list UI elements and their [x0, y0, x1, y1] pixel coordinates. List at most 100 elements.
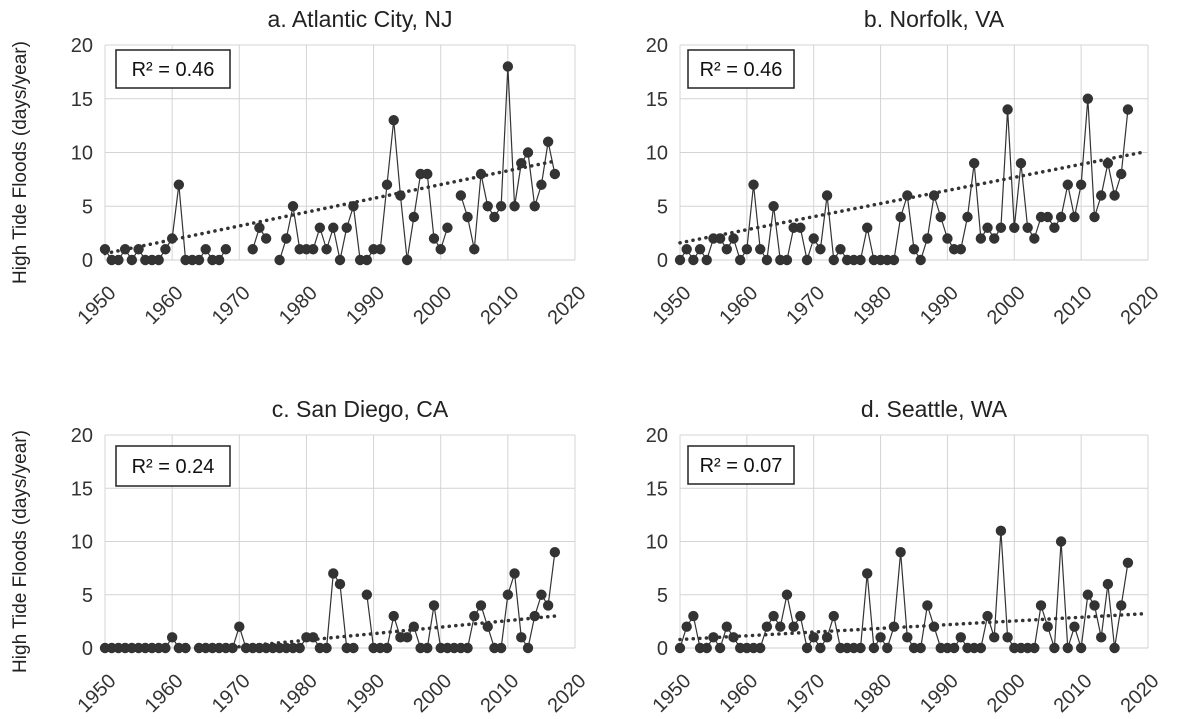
data-point	[748, 179, 759, 190]
x-tick-label: 1990	[916, 282, 963, 329]
x-tick-label: 2010	[1050, 282, 1097, 329]
data-point	[482, 201, 493, 212]
x-tick-label: 1960	[715, 670, 762, 717]
data-point	[395, 190, 406, 201]
data-point	[1029, 642, 1040, 654]
data-point	[808, 233, 819, 244]
data-point	[549, 546, 561, 558]
data-point	[126, 254, 138, 266]
x-tick-label: 2020	[544, 670, 591, 717]
data-point	[995, 222, 1007, 233]
data-point	[708, 632, 719, 643]
data-point	[761, 621, 773, 632]
data-point	[1069, 621, 1080, 632]
data-point	[529, 610, 540, 622]
r2-annotation: R² = 0.46	[132, 59, 215, 81]
data-point	[728, 233, 739, 244]
data-point	[888, 621, 900, 632]
y-axis-label: High Tide Floods (days/year)	[10, 430, 31, 673]
y-tick-label: 15	[71, 89, 93, 111]
data-point	[401, 632, 413, 643]
data-point	[821, 190, 833, 201]
data-point	[428, 600, 440, 611]
r2-box	[115, 49, 231, 89]
data-point	[381, 179, 393, 190]
data-point	[294, 642, 305, 654]
x-tick-label: 1990	[916, 670, 963, 717]
data-point	[234, 621, 245, 632]
data-point	[895, 211, 906, 223]
data-point	[888, 254, 900, 266]
data-point	[1062, 179, 1073, 190]
data-point	[502, 61, 514, 72]
trend-line	[678, 612, 1144, 642]
data-point	[469, 244, 480, 255]
panel-3: 0 5 10 15 20 1950 1960 1970 1980 1990 2000 2010 2020…	[646, 396, 1164, 717]
y-tick-label: 10	[646, 532, 668, 554]
panel-title: d. Seattle, WA	[861, 396, 1008, 422]
y-tick-label: 0	[82, 250, 93, 272]
data-point	[307, 632, 319, 643]
data-point	[160, 244, 171, 255]
data-point	[388, 610, 399, 622]
data-point	[815, 244, 826, 255]
data-point	[160, 642, 171, 654]
data-point	[982, 222, 993, 233]
data-point	[928, 621, 940, 632]
x-tick-label: 2000	[409, 670, 456, 717]
x-tick-label: 2000	[409, 282, 456, 329]
x-tick-label: 1960	[715, 282, 762, 329]
data-point	[334, 578, 346, 590]
data-point	[975, 233, 987, 244]
data-point	[1075, 642, 1087, 654]
data-point	[1116, 600, 1127, 611]
data-point	[1122, 104, 1134, 115]
y-tick-label: 10	[646, 143, 668, 165]
data-point	[422, 168, 433, 180]
data-point	[795, 222, 806, 233]
data-point	[1009, 222, 1020, 233]
data-point	[1035, 600, 1047, 611]
data-point	[287, 201, 299, 212]
data-point	[755, 642, 766, 654]
y-tick-label: 0	[657, 638, 668, 660]
y-axis-label: High Tide Floods (days/year)	[10, 41, 31, 284]
data-point	[928, 190, 940, 201]
data-point	[522, 642, 534, 654]
data-point	[361, 254, 373, 266]
data-point	[462, 642, 473, 654]
x-tick-label: 1980	[275, 282, 322, 329]
data-point	[509, 201, 520, 212]
y-tick-label: 15	[646, 89, 668, 111]
panel-title: b. Norfolk, VA	[864, 6, 1005, 32]
y-tick-label: 15	[71, 478, 93, 500]
data-point	[220, 244, 232, 255]
data-point	[475, 600, 487, 611]
data-point	[721, 244, 732, 255]
x-tick-label: 1950	[649, 282, 696, 329]
r2-annotation: R² = 0.46	[700, 59, 783, 81]
x-tick-label: 1990	[342, 282, 389, 329]
data-point	[475, 168, 487, 180]
data-point	[828, 254, 839, 266]
data-point	[835, 244, 846, 255]
data-point	[193, 254, 205, 266]
data-point	[489, 211, 500, 223]
data-point	[334, 254, 346, 266]
data-point	[862, 568, 873, 579]
x-tick-label: 1950	[649, 670, 696, 717]
y-tick-label: 20	[646, 425, 668, 447]
data-point	[260, 233, 272, 244]
data-point	[788, 621, 799, 632]
data-point	[1089, 600, 1100, 611]
data-point	[516, 632, 527, 643]
y-tick-label: 5	[657, 196, 668, 218]
data-point	[341, 222, 352, 233]
data-point	[935, 211, 946, 223]
data-point	[1082, 93, 1094, 104]
data-point	[1055, 536, 1067, 547]
data-point	[882, 642, 893, 654]
data-point	[166, 632, 178, 643]
x-tick-label: 2020	[1117, 670, 1164, 717]
data-point	[681, 244, 692, 255]
